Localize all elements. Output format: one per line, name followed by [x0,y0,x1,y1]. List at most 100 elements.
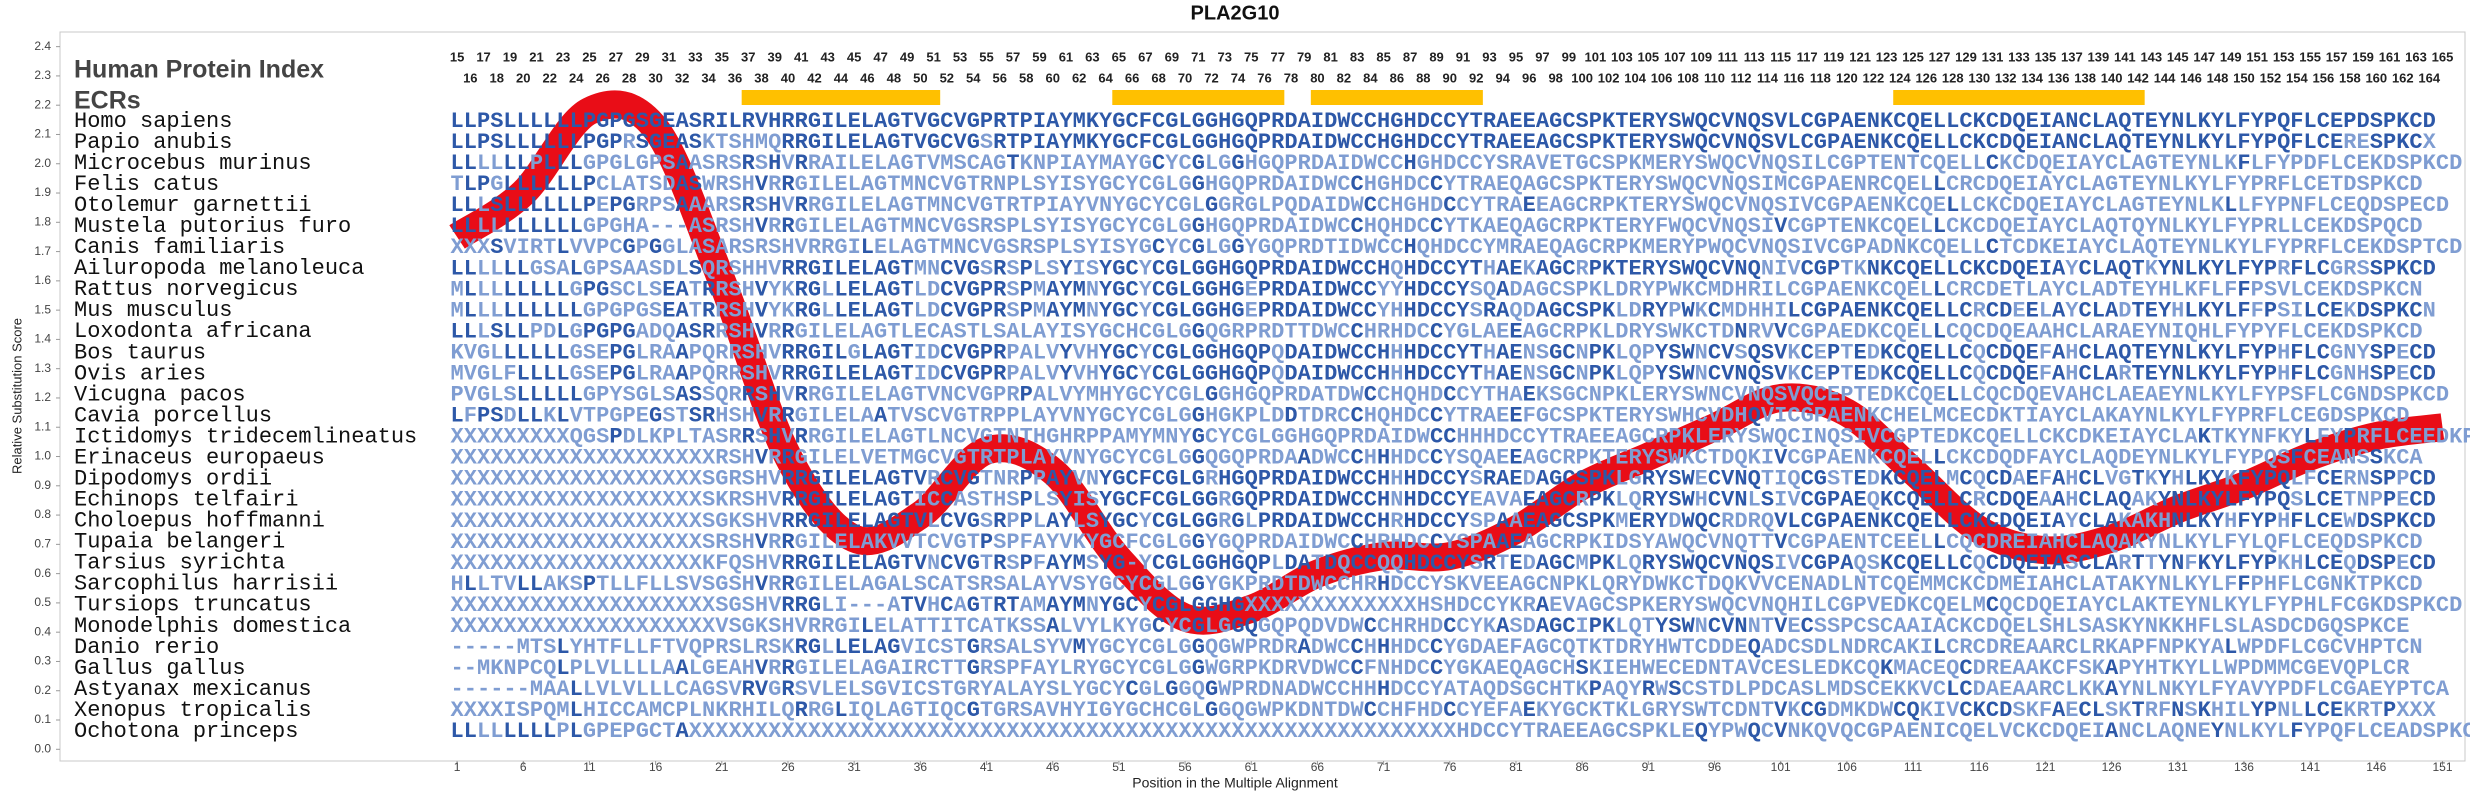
residue: G [596,109,609,134]
residue: I [1033,130,1046,155]
species-name: Microcebus murinus [74,151,312,176]
residue: Q [2012,109,2025,134]
human-index-number: 103 [1611,49,1633,64]
residue: Y [2092,151,2106,176]
residue: Q [1748,719,1761,744]
human-index-number: 40 [781,70,795,85]
residue: X [848,719,862,744]
residue: K [2396,109,2410,134]
residue: A [874,130,888,155]
residue: L [464,130,477,155]
residue: E [848,109,861,134]
residue: I [1298,172,1311,197]
residue: G [1549,109,1562,134]
residue: L [464,172,477,197]
residue: R [715,151,729,176]
residue: Y [2211,719,2225,744]
residue: L [623,151,636,176]
human-index-number: 34 [701,70,716,85]
y-tick-label: 2.1 [34,127,51,141]
residue: G [993,151,1006,176]
residue: I [808,172,821,197]
residue: L [1787,130,1800,155]
human-index-number: 116 [1783,70,1804,85]
residue: C [2131,719,2144,744]
residue: C [1351,109,1364,134]
residue: Q [1748,130,1761,155]
residue: E [1509,109,1522,134]
residue: C [2462,719,2470,744]
residue: L [1959,151,1972,176]
residue: D [1351,151,1364,176]
residue: F [2343,719,2356,744]
human-index-number: 56 [993,70,1007,85]
residue: N [2198,151,2211,176]
y-tick-label: 0.9 [34,478,51,492]
human-index-number: 86 [1390,70,1404,85]
residue: L [609,172,622,197]
residue: Y [2251,109,2265,134]
human-index-number: 21 [529,49,543,64]
residue: E [662,130,675,155]
residue: K [1880,109,1894,134]
residue: G [967,130,980,155]
residue: G [887,130,900,155]
x-axis-label: Position in the Multiple Alignment [1132,775,1338,791]
residue: C [1986,130,1999,155]
residue: A [2396,719,2410,744]
residue: L [861,130,874,155]
residue: D [1324,130,1337,155]
residue: S [1602,151,1615,176]
residue: Q [1774,151,1787,176]
residue: D [2052,719,2065,744]
residue: G [596,130,609,155]
residue: M [1642,151,1655,176]
residue: E [2026,130,2039,155]
residue: E [2423,424,2436,449]
human-index-number: 124 [1889,70,1911,85]
residue: Y [1642,172,1656,197]
residue: S [662,151,675,176]
residue: A [2052,109,2066,134]
x-tick-label: 136 [2234,760,2254,774]
residue: L [728,109,741,134]
residue: X [1192,719,1206,744]
residue: E [1973,719,1986,744]
residue: S [1576,130,1589,155]
residue: X [1178,719,1192,744]
residue: E [1854,109,1867,134]
residue: A [1536,109,1550,134]
residue: T [1006,109,1019,134]
residue: X [1443,719,1457,744]
residue: P [2264,109,2277,134]
residue: H [742,172,755,197]
y-tick-label: 2.4 [34,39,51,53]
residue: L [834,109,847,134]
residue: E [1840,172,1853,197]
residue: A [1523,151,1537,176]
residue: A [2052,130,2066,155]
x-tick-label: 21 [715,760,729,774]
residue: G [901,151,914,176]
human-index-number: 80 [1310,70,1324,85]
residue: P [1880,719,1893,744]
sequence: LLLLLLLLPLGPEPGCTAXXXXXXXXXXXXXXXXXXXXXX… [450,719,2470,744]
residue: D [2423,256,2436,281]
residue: L [464,151,477,176]
human-index-number: 90 [1443,70,1457,85]
residue: Q [1721,151,1734,176]
residue: X [1165,719,1179,744]
human-index-number: 30 [648,70,662,85]
residue: C [927,172,940,197]
residue: R [2343,130,2357,155]
human-index-number: 115 [1770,49,1791,64]
residue: K [1602,130,1616,155]
residue: I [1059,172,1072,197]
residue: L [1973,151,1986,176]
residue: G [1814,130,1827,155]
residue: C [1377,151,1390,176]
y-tick-label: 1.6 [34,273,51,287]
residue: V [1774,130,1788,155]
residue: Y [1655,130,1669,155]
index-label: Human Protein Index [74,56,324,84]
